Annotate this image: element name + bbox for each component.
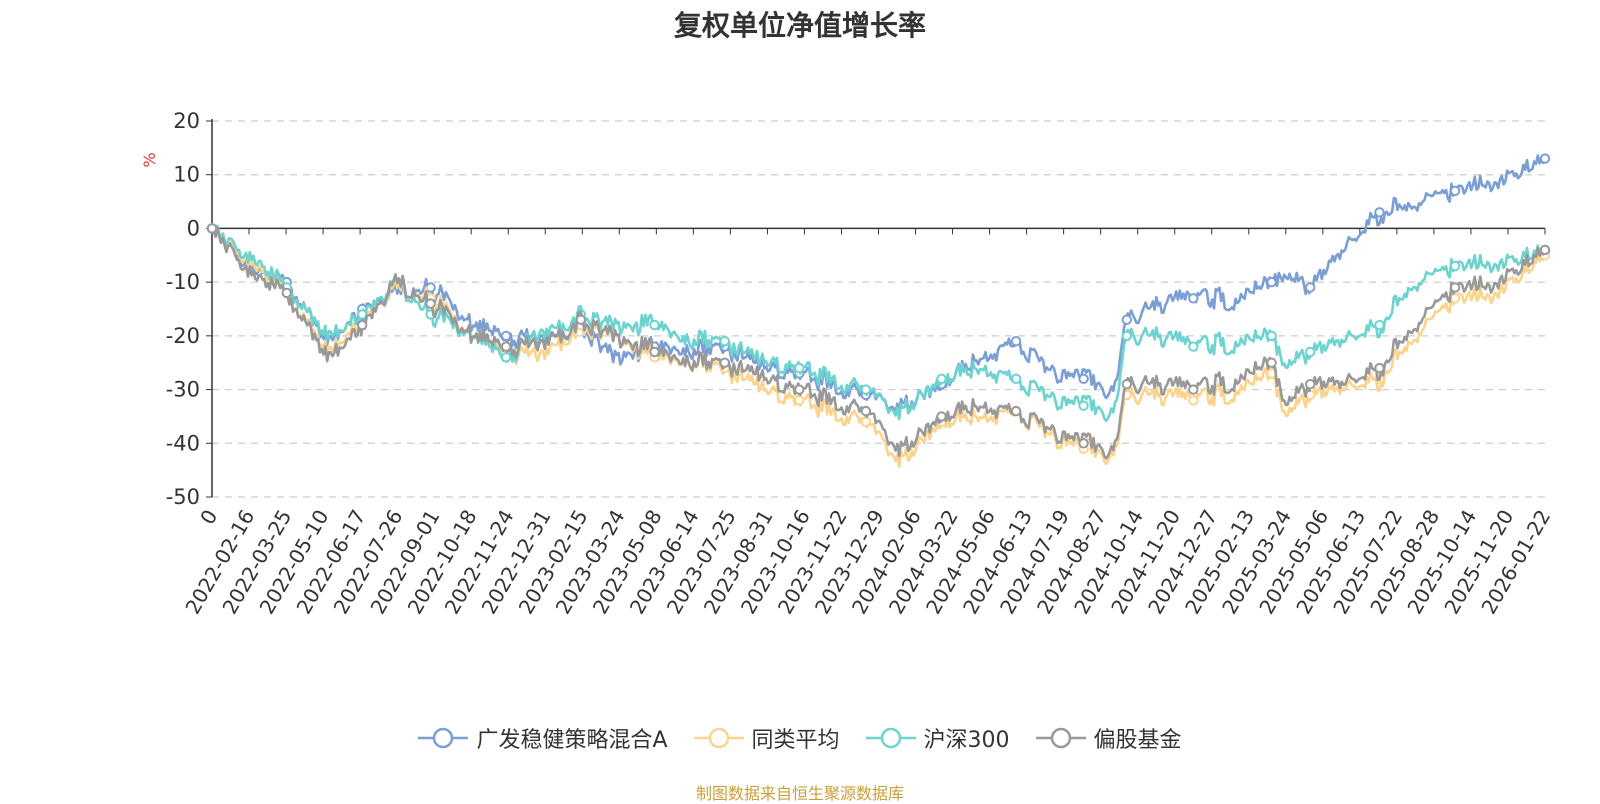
series-line-0 [210,154,1547,416]
legend-item[interactable]: 沪深300 [865,722,1010,754]
series-point-2 [1305,346,1316,358]
series-point-2 [1078,400,1089,411]
y-tick-label: -50 [166,485,200,509]
series-point-0 [1449,185,1461,197]
series-point-0 [1374,207,1385,218]
series-point-3 [357,319,368,331]
y-tick-label: -10 [166,270,200,294]
y-tick-label: -40 [166,431,200,455]
series-point-3 [794,384,805,395]
series-point-0 [1078,373,1089,384]
series-point-3 [1121,379,1133,390]
source-note: 制图数据来自恒生聚源数据库 [695,784,904,803]
series-point-2 [1266,330,1277,342]
series-point-2 [1121,330,1133,342]
legend-label: 同类平均 [751,728,840,753]
series-point-3 [500,341,512,352]
series-point-1 [794,395,805,406]
y-tick-label: 0 [187,216,200,240]
series-point-3 [1305,379,1316,390]
series-point-3 [575,314,586,325]
y-tick-label: 20 [173,109,200,133]
series-point-3 [281,287,292,299]
series-point-2 [1010,373,1022,384]
series-line-2 [210,224,1547,423]
series-point-3 [206,223,218,234]
series-point-3 [425,298,436,309]
series-point-2 [357,309,368,320]
legend-item[interactable]: 同类平均 [693,722,840,754]
series-point-0 [1539,153,1551,164]
legend-swatch [1035,727,1086,749]
series-point-3 [1266,357,1277,368]
series-point-1 [1188,395,1199,406]
series-point-0 [1188,293,1199,304]
legend-label: 偏股基金 [1093,728,1182,753]
series-point-2 [500,352,512,363]
series-point-2 [936,373,947,384]
legend-label: 广发稳健策略混合A [476,728,668,753]
y-tick-label: -20 [166,324,200,348]
series-point-3 [1188,384,1199,395]
series-point-0 [1121,314,1133,325]
series-line-1 [210,225,1547,468]
series-point-3 [936,411,947,422]
legend-item[interactable]: 广发稳健策略混合A [418,722,668,754]
legend-swatch [693,727,744,749]
series-point-2 [719,336,730,347]
series-point-3 [1449,282,1461,293]
series-point-1 [860,416,872,427]
series-point-1 [1449,293,1461,304]
x-tick-label: 0 [195,506,222,529]
series-point-3 [719,357,730,368]
legend-swatch [865,727,916,749]
series-point-3 [1010,405,1022,417]
grid-lines [212,120,1545,498]
legend-item[interactable]: 偏股基金 [1035,722,1182,754]
series-point-2 [794,362,805,374]
series-point-0 [1010,336,1022,347]
series-point-2 [1374,319,1385,331]
series-point-3 [1374,362,1385,374]
series-point-2 [860,384,872,395]
series-layer [206,153,1551,468]
series-point-0 [500,330,512,342]
chart-title: 复权单位净值增长率 [673,9,926,42]
series-line-3 [210,226,1547,460]
series-point-2 [649,319,660,331]
series-point-0 [1305,282,1316,293]
y-tick-label: -30 [166,378,200,402]
axes: 20100-10-20-30-40-5002022-02-162022-03-2… [166,109,1556,618]
legend: 广发稳健策略混合A 同类平均 沪深300 偏股基金 [0,722,1600,754]
series-point-3 [1078,438,1089,449]
series-point-2 [1449,260,1461,272]
series-point-2 [1188,341,1199,352]
y-axis-label: % [140,152,159,167]
series-point-3 [649,346,660,358]
legend-label: 沪深300 [923,728,1010,753]
series-point-3 [1539,244,1551,256]
legend-swatch [418,727,469,749]
series-point-0 [1266,276,1277,288]
series-point-3 [860,405,872,417]
y-tick-label: 10 [173,163,200,187]
